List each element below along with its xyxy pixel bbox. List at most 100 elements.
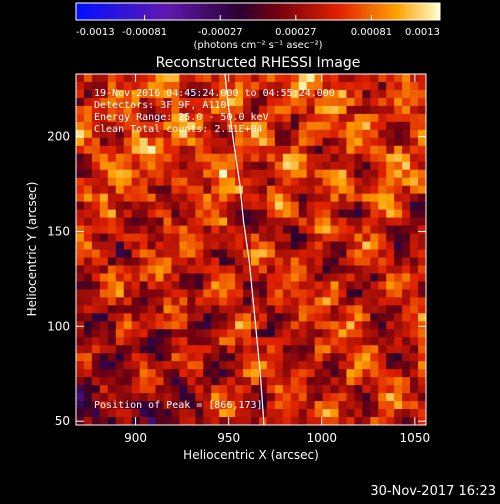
heatmap-cell bbox=[243, 185, 252, 194]
heatmap-cell bbox=[163, 209, 172, 218]
heatmap-cell bbox=[107, 185, 117, 194]
heatmap-cell bbox=[266, 177, 276, 186]
heatmap-cell bbox=[131, 385, 140, 394]
heatmap-cell bbox=[251, 81, 260, 91]
heatmap-cell bbox=[306, 153, 315, 163]
heatmap-cell bbox=[314, 377, 323, 386]
heatmap-cell bbox=[378, 321, 387, 330]
heatmap-cell bbox=[155, 161, 164, 171]
heatmap-cell bbox=[298, 121, 307, 131]
heatmap-cell bbox=[386, 345, 395, 354]
heatmap-cell bbox=[155, 105, 164, 115]
heatmap-cell bbox=[171, 161, 180, 171]
heatmap-cell bbox=[203, 385, 212, 394]
heatmap-cell bbox=[219, 337, 228, 346]
heatmap-cell bbox=[322, 385, 331, 394]
heatmap-cell bbox=[410, 409, 419, 418]
heatmap-cell bbox=[195, 337, 204, 346]
heatmap-cell bbox=[76, 81, 85, 91]
heatmap-cell bbox=[314, 225, 323, 234]
heatmap-cell bbox=[99, 329, 109, 338]
heatmap-cell bbox=[251, 137, 260, 147]
heatmap-cell bbox=[402, 289, 411, 298]
heatmap-cell bbox=[139, 345, 148, 354]
heatmap-cell bbox=[266, 345, 276, 354]
heatmap-cell bbox=[298, 193, 307, 202]
heatmap-cell bbox=[83, 297, 93, 306]
heatmap-cell bbox=[83, 169, 93, 179]
heatmap-cell bbox=[107, 353, 117, 362]
heatmap-cell bbox=[243, 105, 252, 115]
heatmap-cell bbox=[386, 74, 395, 83]
heatmap-cell bbox=[131, 409, 140, 418]
heatmap-cell bbox=[195, 129, 204, 139]
heatmap-cell bbox=[91, 97, 101, 107]
heatmap-cell bbox=[251, 273, 260, 282]
heatmap-cell bbox=[394, 137, 403, 147]
heatmap-cell bbox=[76, 393, 85, 402]
heatmap-cell bbox=[139, 265, 148, 274]
heatmap-cell bbox=[251, 177, 260, 186]
heatmap-cell bbox=[418, 377, 427, 386]
colorbar-tick-label: -0.0013 bbox=[76, 27, 115, 38]
heatmap-cell bbox=[171, 329, 180, 338]
heatmap-cell bbox=[99, 321, 109, 330]
heatmap-cell bbox=[290, 209, 300, 218]
heatmap-cell bbox=[370, 153, 379, 163]
heatmap-cell bbox=[338, 137, 347, 147]
heatmap-cell bbox=[115, 297, 125, 306]
heatmap-cell bbox=[187, 265, 196, 274]
heatmap-cell bbox=[163, 409, 172, 418]
heatmap-cell bbox=[266, 393, 276, 402]
heatmap-cell bbox=[322, 89, 331, 99]
heatmap-cell bbox=[155, 273, 164, 282]
heatmap-cell bbox=[282, 129, 292, 139]
heatmap-cell bbox=[362, 385, 371, 394]
heatmap-cell bbox=[91, 153, 101, 163]
heatmap-cell bbox=[187, 377, 196, 386]
heatmap-cell bbox=[314, 281, 323, 290]
heatmap-cell bbox=[306, 321, 315, 330]
heatmap-cell bbox=[338, 417, 347, 426]
heatmap-cell bbox=[370, 169, 379, 179]
heatmap-cell bbox=[338, 233, 347, 242]
heatmap-cell bbox=[266, 129, 276, 139]
heatmap-cell bbox=[147, 345, 156, 354]
heatmap-cell bbox=[274, 185, 284, 194]
heatmap-cell bbox=[227, 81, 236, 91]
heatmap-cell bbox=[83, 313, 93, 322]
heatmap-cell bbox=[99, 193, 109, 202]
heatmap-cell bbox=[346, 249, 355, 258]
heatmap-cell bbox=[418, 97, 427, 107]
heatmap-cell bbox=[394, 361, 403, 370]
heatmap-cell bbox=[306, 169, 315, 179]
heatmap-cell bbox=[346, 105, 355, 115]
heatmap-cell bbox=[155, 265, 164, 274]
heatmap-cell bbox=[76, 113, 85, 123]
heatmap-cell bbox=[378, 193, 387, 202]
heatmap-cell bbox=[131, 129, 140, 139]
heatmap-cell bbox=[203, 121, 212, 131]
heatmap-cell bbox=[370, 361, 379, 370]
heatmap-cell bbox=[99, 377, 109, 386]
heatmap-cell bbox=[211, 74, 220, 83]
heatmap-cell bbox=[203, 193, 212, 202]
heatmap-cell bbox=[354, 401, 363, 410]
heatmap-cell bbox=[147, 377, 156, 386]
heatmap-cell bbox=[338, 89, 347, 99]
heatmap-cell bbox=[115, 305, 125, 314]
heatmap-cell bbox=[298, 297, 307, 306]
heatmap-cell bbox=[314, 289, 323, 298]
heatmap-cell bbox=[394, 209, 403, 218]
heatmap-cell bbox=[76, 161, 85, 171]
heatmap-cell bbox=[266, 169, 276, 179]
heatmap-cell bbox=[298, 313, 307, 322]
heatmap-cell bbox=[418, 233, 427, 242]
heatmap-cell bbox=[227, 97, 236, 107]
heatmap-cell bbox=[131, 81, 140, 91]
heatmap-cell bbox=[266, 217, 276, 226]
heatmap-cell bbox=[171, 369, 180, 378]
heatmap-cell bbox=[306, 225, 315, 234]
heatmap-cell bbox=[410, 289, 419, 298]
heatmap-cell bbox=[394, 345, 403, 354]
